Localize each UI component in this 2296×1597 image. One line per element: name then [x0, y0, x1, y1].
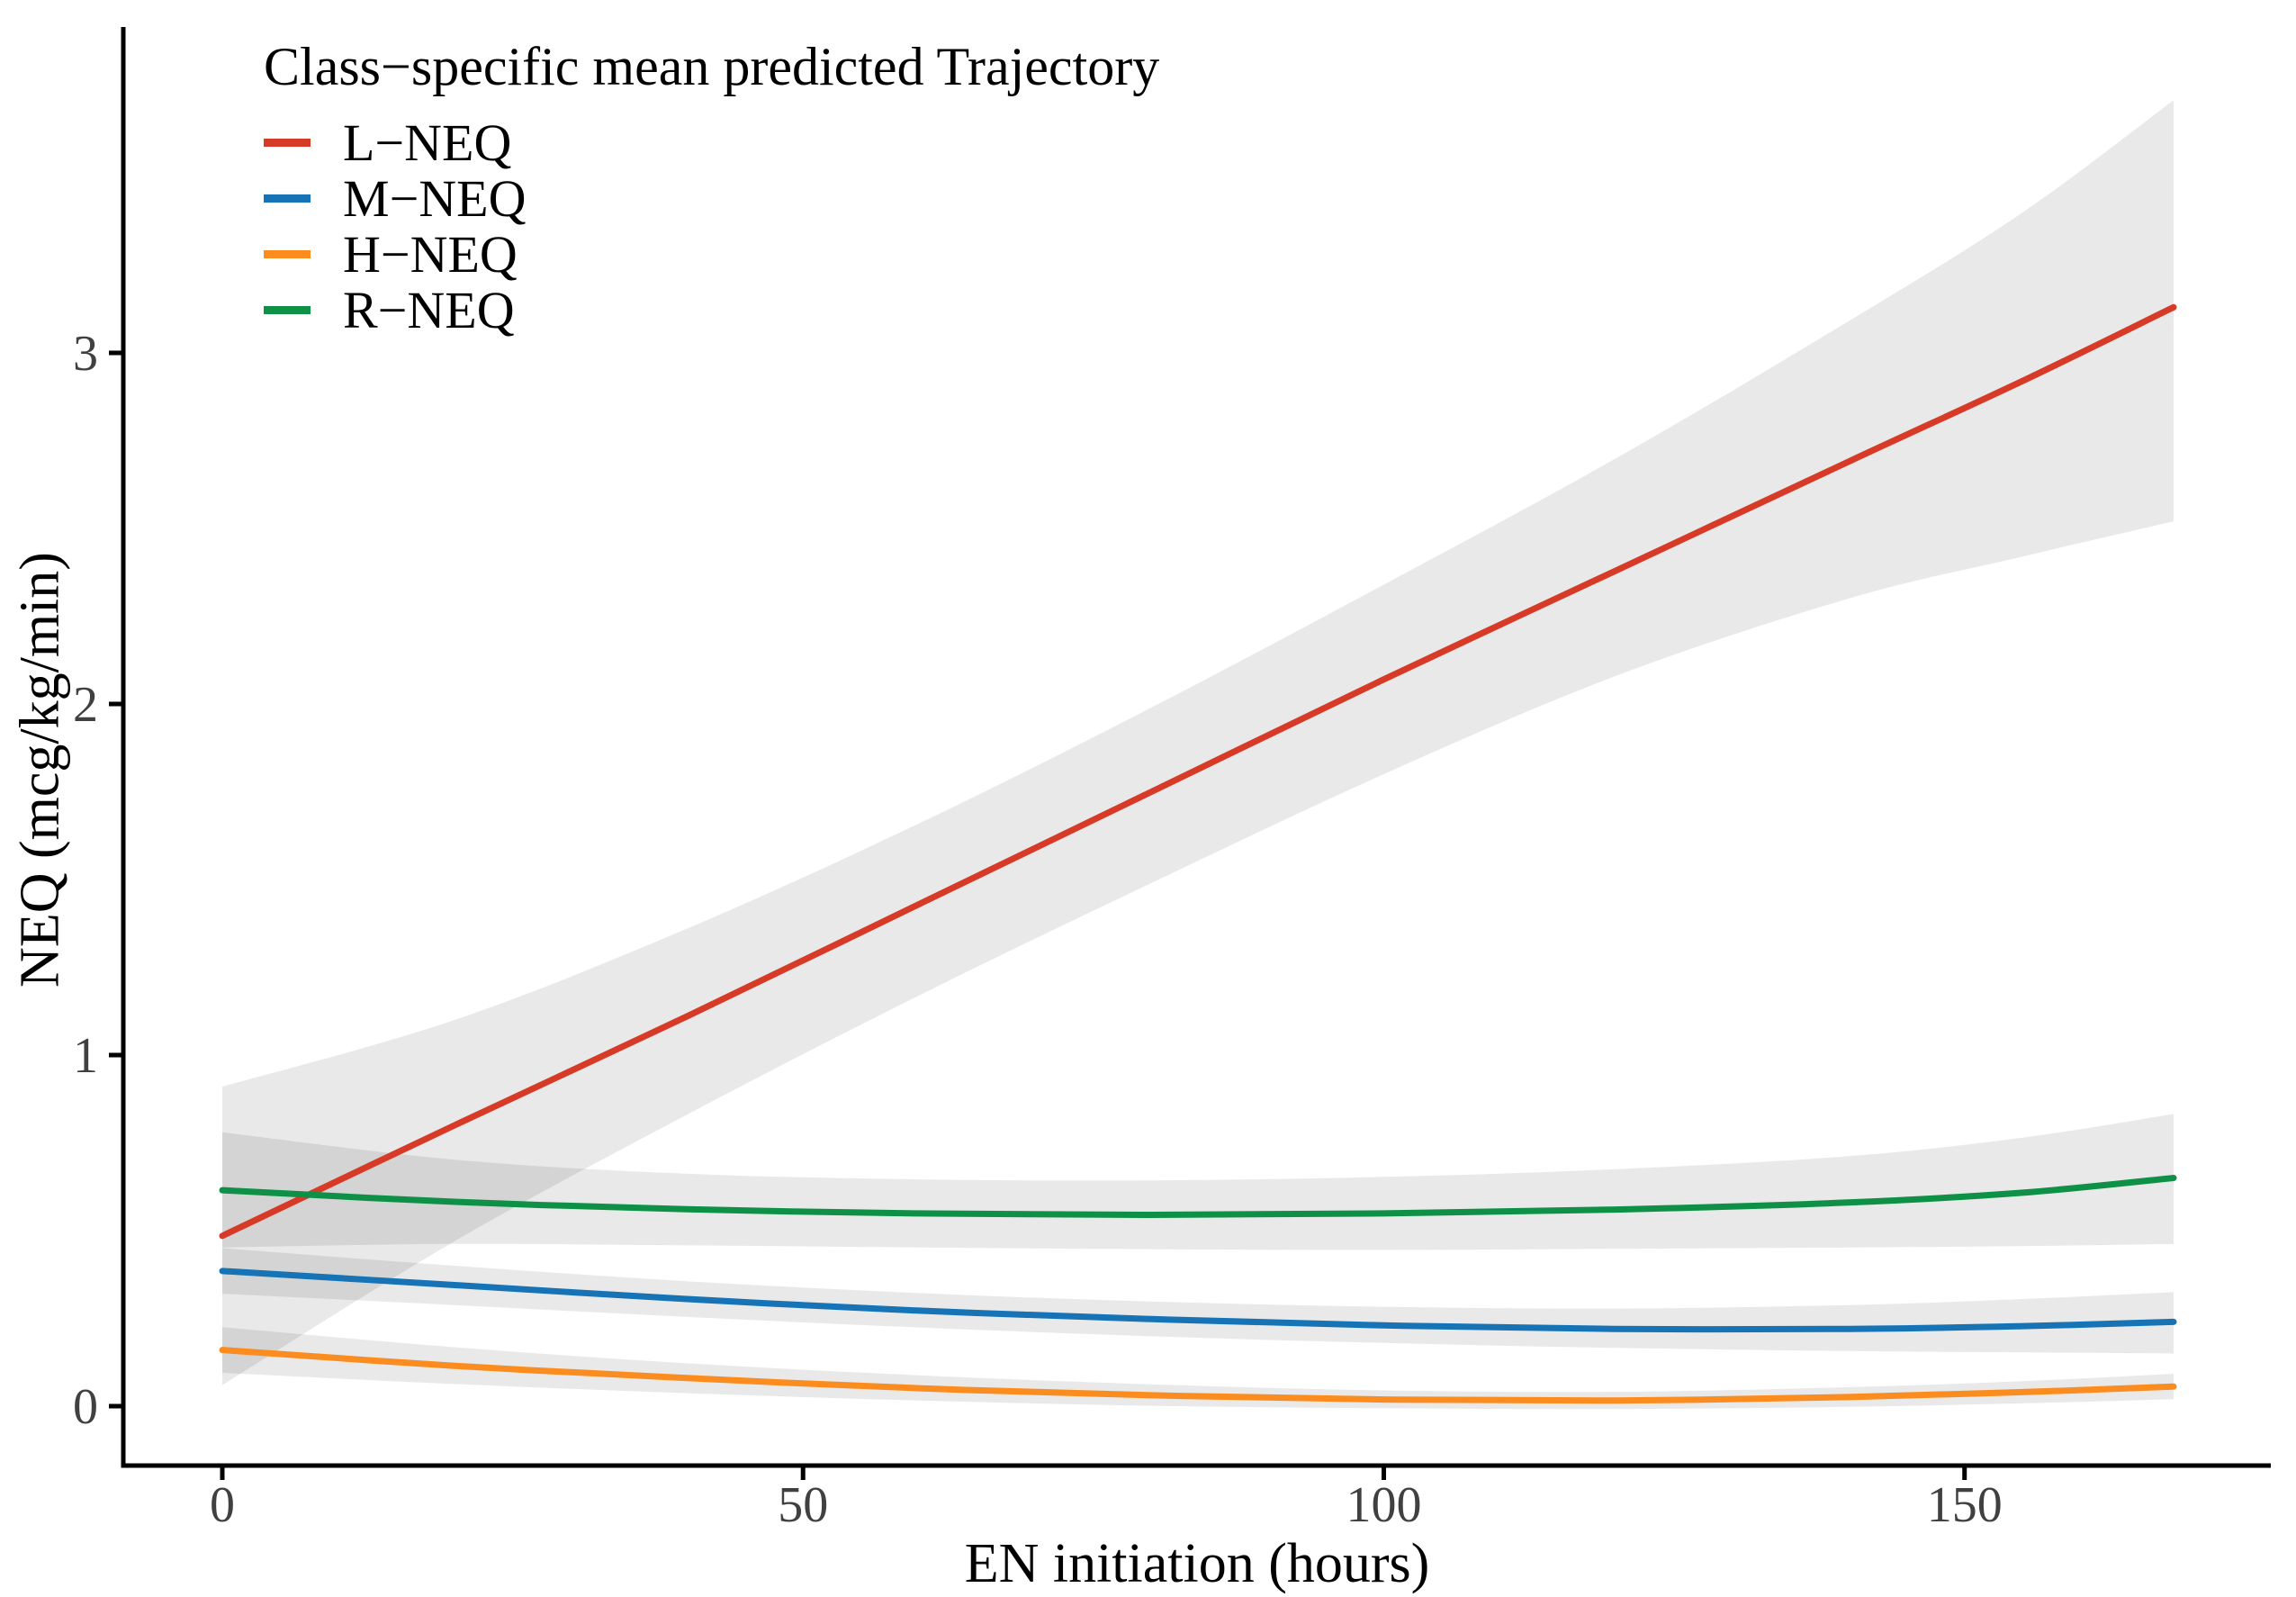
x-tick-label: 100 — [1346, 1477, 1421, 1533]
legend-key-h-neq-icon — [264, 249, 311, 258]
confidence-band-m-neq — [222, 1248, 2174, 1354]
confidence-band-l-neq — [222, 100, 2174, 1385]
y-tick-label: 3 — [73, 326, 98, 382]
legend-label: H−NEQ — [343, 224, 518, 284]
x-tick-label: 150 — [1927, 1477, 2003, 1533]
confidence-band-h-neq — [222, 1327, 2174, 1410]
y-tick-label: 2 — [73, 677, 98, 733]
series-line-m-neq — [219, 1268, 2177, 1333]
legend-label: R−NEQ — [343, 280, 515, 339]
y-tick-label: 0 — [73, 1379, 98, 1435]
x-axis-title: EN initiation (hours) — [964, 1533, 1430, 1594]
confidence-band-r-neq — [222, 1114, 2174, 1250]
series-line-r-neq — [219, 1175, 2177, 1219]
legend-key-l-neq-icon — [264, 138, 311, 147]
legend-title: Class−specific mean predicted Trajectory — [264, 37, 1160, 96]
legend-item-r-neq: R−NEQ — [264, 280, 1159, 339]
legend-key-m-neq-icon — [264, 194, 311, 203]
legend-item-l-neq: L−NEQ — [264, 113, 1159, 172]
legend-rows: L−NEQ M−NEQ H−NEQ R−NEQ — [264, 113, 1159, 339]
legend-label: M−NEQ — [343, 168, 527, 228]
x-tick-label: 0 — [210, 1477, 235, 1533]
legend-item-m-neq: M−NEQ — [264, 168, 1159, 228]
series-line-h-neq — [219, 1347, 2177, 1404]
y-axis-title: NEQ (mcg/kg/min) — [9, 552, 71, 988]
y-tick-label: 1 — [73, 1028, 98, 1084]
legend-item-h-neq: H−NEQ — [264, 224, 1159, 284]
series-line-l-neq — [219, 303, 2177, 1240]
legend: Class−specific mean predicted Trajectory… — [264, 36, 1160, 339]
x-tick-label: 50 — [778, 1477, 828, 1533]
legend-label: L−NEQ — [343, 113, 512, 172]
legend-key-r-neq-icon — [264, 305, 311, 314]
